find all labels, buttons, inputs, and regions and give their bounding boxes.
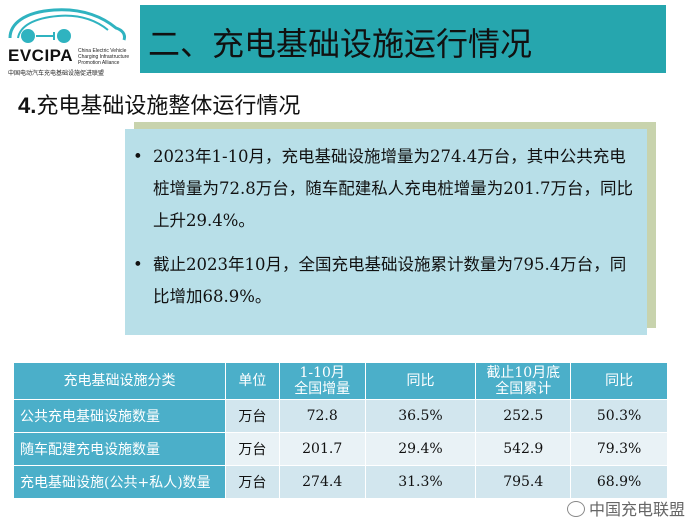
table-row: 公共充电基础设施数量 万台 72.8 36.5% 252.5 50.3% bbox=[13, 399, 668, 433]
bullet-item: • 2023年1-10月，充电基础设施增量为274.4万台，其中公共充电桩增量为7… bbox=[133, 147, 633, 230]
infrastructure-table: 充电基础设施分类 单位 1-10月 全国增量 同比 截止10月底 全国累计 同比… bbox=[13, 362, 668, 499]
table-header-row: 充电基础设施分类 单位 1-10月 全国增量 同比 截止10月底 全国累计 同比 bbox=[13, 362, 668, 400]
car-plug-icon bbox=[8, 8, 126, 43]
table-row: 随车配建充电设施数量 万台 201.7 29.4% 542.9 79.3% bbox=[13, 432, 668, 466]
header-increment: 1-10月 全国增量 bbox=[278, 362, 366, 400]
bullet-item: • 截止2023年10月，全国充电基础设施累计数量为795.4万台，同比增加68.… bbox=[133, 255, 627, 306]
header-yoy-cumulative: 同比 bbox=[570, 362, 668, 400]
title-bar: 二、充电基础设施运行情况 bbox=[140, 5, 666, 73]
table-row: 充电基础设施(公共+私人)数量 万台 274.4 31.3% 795.4 68.9% bbox=[13, 465, 668, 499]
page-title: 二、充电基础设施运行情况 bbox=[148, 25, 533, 63]
header-cumulative: 截止10月底 全国累计 bbox=[475, 362, 572, 400]
watermark: 中国充电联盟 bbox=[566, 496, 685, 520]
evcipa-logo: EVCIPA China Electric Vehicle Charging I… bbox=[4, 4, 134, 77]
header-unit: 单位 bbox=[224, 362, 280, 400]
header-category: 充电基础设施分类 bbox=[13, 362, 226, 400]
header-yoy: 同比 bbox=[364, 362, 477, 400]
summary-text-box: • 2023年1-10月，充电基础设施增量为274.4万台，其中公共充电桩增量为7… bbox=[125, 129, 647, 335]
section-subtitle: 4.充电基础设施整体运行情况 bbox=[18, 93, 301, 119]
wechat-icon bbox=[566, 501, 585, 517]
